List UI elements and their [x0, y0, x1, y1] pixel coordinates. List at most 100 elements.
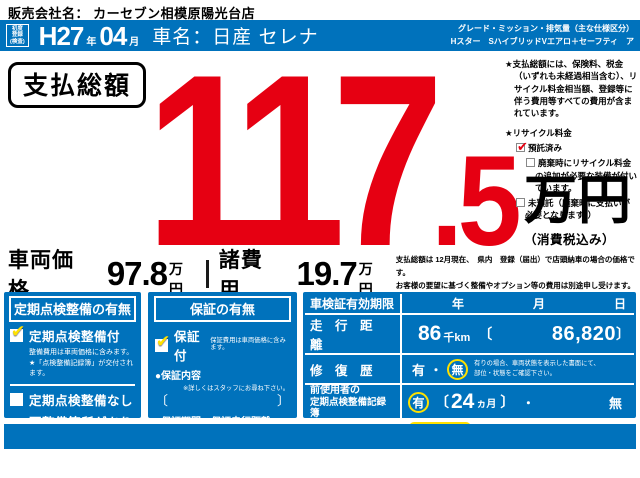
checkbox: [516, 198, 525, 208]
badge-line: 登録: [11, 32, 23, 39]
label-line: 前使用者の: [310, 385, 360, 396]
checkbox: ✔: [10, 322, 25, 342]
first-registration-date: H27 年 04 月: [39, 23, 143, 49]
details-panel: 車検証有効期限 年 月 日 走 行 距 離 86 千km 〔 86,820 〕 …: [303, 292, 636, 446]
total-price-label: 支払総額: [8, 62, 147, 108]
warranty-content-blank: 〔 〕: [153, 392, 292, 410]
dealer-name: 販売会社名： カーセブン相模原陽光台店: [8, 6, 256, 21]
warranty-option-with: ✔ 保証付 保証費用は車両価格に含みます。: [155, 326, 290, 364]
day-label: 日: [613, 297, 626, 311]
grade-block: グレード・ミッション・排気量（主な仕様区分） Hスター SハイブリッドVエアロ＋…: [451, 23, 634, 48]
total-price-unit: 万円: [524, 170, 633, 230]
total-price-integer: 117: [146, 22, 444, 297]
maintenance-without-label: 定期点検整備なし: [29, 393, 134, 408]
maintenance-panel: 定期点検整備の有無 ✔ 定期点検整備付 整備費用は車両価格に含みます。 ★「点検…: [4, 292, 141, 471]
inspection-expiry-value: 年 月 日: [402, 294, 634, 313]
record-months-unit: ヵ月: [476, 398, 497, 410]
title-bar: 初度 登録 (検査) H27 年 04 月 車名：日産 セレナ グレード・ミッシ…: [0, 20, 640, 51]
open-bracket: 〔: [155, 393, 169, 408]
recycle-option-label: 廃棄時にリサイクル料金の追加が必要な装備が付いています。: [535, 158, 638, 193]
fees-value: 19.7: [296, 254, 358, 292]
badge-line: 初度: [11, 25, 23, 32]
maintenance-needs-note: ★車両状態を表示した書面にて、 部位・状態をご確認下さい。: [8, 453, 137, 473]
recycle-option-extra-equipment: 廃棄時にリサイクル料金の追加が必要な装備が付いています。: [526, 157, 638, 194]
bottom-strip: [4, 424, 636, 449]
label-line: 定期点検整備記録簿: [310, 397, 387, 420]
check-icon: ✔: [156, 331, 171, 351]
check-icon: ✔: [11, 322, 26, 341]
warranty-panel-title: 保証の有無: [154, 296, 291, 322]
mileage-label: 走 行 距 離: [305, 315, 402, 353]
open-bracket: 〔: [435, 394, 449, 411]
note-line: 部位・状態をご確認下さい。: [27, 463, 118, 471]
close-bracket: 〕: [616, 326, 630, 342]
selected-circle: 有: [408, 391, 429, 413]
total-price-unit-group: 万円 （消費税込み）: [524, 170, 633, 248]
mileage-unit: 千km: [443, 332, 471, 344]
divider: [10, 383, 135, 386]
checkbox: ✔: [516, 139, 528, 154]
note-line: ★車両状態を表示した書面にて、: [20, 453, 125, 461]
warranty-without-label: 保証なし: [174, 462, 227, 477]
record-no: 無: [608, 395, 622, 411]
warranty-with-label: 保証付: [174, 330, 201, 363]
inspection-expiry-row: 車検証有効期限 年 月 日: [305, 294, 634, 315]
repair-note: 有りの場合、車両状態を表示した書面にて、 部位・状態をご確認下さい。: [474, 359, 634, 379]
side-notes: ★支払総額には、保険料、税金（いずれも未経過相当含む）、リサイクル料金相当額、登…: [505, 58, 638, 222]
warranty-content-note: ※詳しくはスタッフにお尋ね下さい。: [182, 385, 289, 392]
bottom-panels: 定期点検整備の有無 ✔ 定期点検整備付 整備費用は車両価格に含みます。 ★「点検…: [4, 292, 636, 477]
checkbox: [10, 392, 23, 406]
maintenance-record-value: 有 〔 24 ヵ月 〕 ・ 無: [402, 385, 634, 420]
warranty-with-note: 保証費用は車両価格に含みます。: [210, 337, 286, 351]
mileage-row: 走 行 距 離 86 千km 〔 86,820 〕: [305, 315, 634, 355]
record-yes: 有: [412, 395, 425, 410]
repair-yes: 有: [412, 362, 426, 378]
vehicle-price-value: 97.8: [106, 254, 168, 292]
tax-included-note: （消費税込み）: [524, 233, 616, 247]
divider: [155, 452, 290, 455]
price-note-line: お客様の要望に基づく整備やオプション等の費用は別途申し受けます。: [395, 280, 635, 290]
recycle-option-label: 預託済み: [528, 142, 563, 153]
total-price-decimal: .5: [431, 129, 522, 273]
repair-history-value: 有 ・ 無 有りの場合、車両状態を表示した書面にて、 部位・状態をご確認下さい。: [402, 355, 634, 383]
warranty-period-label: ●保証期間・保証走行距離: [155, 417, 272, 428]
maintenance-with-note: 整備費用は車両価格に含みます。 ★「点検整備記録簿」が交付されます。: [29, 348, 137, 380]
warranty-panel: 保証の有無 ✔ 保証付 保証費用は車両価格に含みます。 ●保証内容 ※詳しくはス…: [148, 292, 297, 477]
odometer-value: 86,820: [551, 322, 616, 345]
grade-value: Hスター SハイブリッドVエアロ＋セーフティ ア: [450, 36, 634, 46]
first-registration-badge: 初度 登録 (検査): [6, 23, 29, 48]
year-unit: 年: [86, 36, 97, 48]
recycle-option-not-deposited: 未預託（廃棄時に支払いが必要となります。）: [516, 197, 638, 222]
year-month-day: 年 月 日: [402, 295, 634, 312]
checkbox: [155, 461, 168, 475]
note-line: 部位・状態をご確認下さい。: [474, 370, 556, 377]
warranty-content-label: ●保証内容: [155, 371, 202, 382]
grade-caption: グレード・ミッション・排気量（主な仕様区分）: [458, 24, 634, 34]
check-icon: ✔: [517, 138, 528, 154]
badge-line: (検査): [10, 38, 25, 45]
separator-dot: ・: [522, 395, 535, 410]
maintenance-option-without: 定期点検整備なし: [10, 390, 135, 409]
maintenance-with-label: 定期点検整備付: [29, 330, 121, 344]
close-bracket: 〕: [500, 394, 515, 411]
maintenance-record-row: 前使用者の 定期点検整備記録簿 有 〔 24 ヵ月 〕 ・ 無: [305, 385, 634, 422]
recycle-option-label: 未預託（廃棄時に支払いが必要となります。）: [525, 198, 631, 221]
mileage-value-group: 86 千km 〔 86,820 〕: [402, 315, 634, 353]
record-months: 24: [451, 390, 475, 414]
checkbox: [526, 158, 535, 168]
mileage-value: 86: [418, 322, 442, 345]
divider: [206, 259, 209, 288]
note-line: ★「点検整備記録簿」が交付されます。: [29, 359, 134, 378]
repair-history-label: 修 復 歴: [305, 355, 402, 383]
recycle-fee-title: ★リサイクル料金: [505, 127, 572, 138]
total-price-note: ★支払総額には、保険料、税金（いずれも未経過相当含む）、リサイクル料金相当額、登…: [505, 59, 638, 119]
repair-no: 無: [451, 362, 464, 377]
note-line: 有りの場合、車両状態を表示した書面にて、: [474, 360, 600, 368]
price-notes: 支払総額は 12月現在、 県内 登録（届出）で店頭納車の場合の価格です。 お客様…: [396, 254, 640, 292]
inspection-expiry-label: 車検証有効期限: [305, 294, 402, 313]
total-price: 117 .5 万円 （消費税込み）: [146, 22, 633, 297]
car-name: 車名：日産 セレナ: [152, 27, 319, 48]
open-bracket: 〔: [478, 326, 493, 342]
repair-history-row: 修 復 歴 有 ・ 無 有りの場合、車両状態を表示した書面にて、 部位・状態をご…: [305, 355, 634, 385]
close-bracket: 〕: [276, 393, 290, 408]
